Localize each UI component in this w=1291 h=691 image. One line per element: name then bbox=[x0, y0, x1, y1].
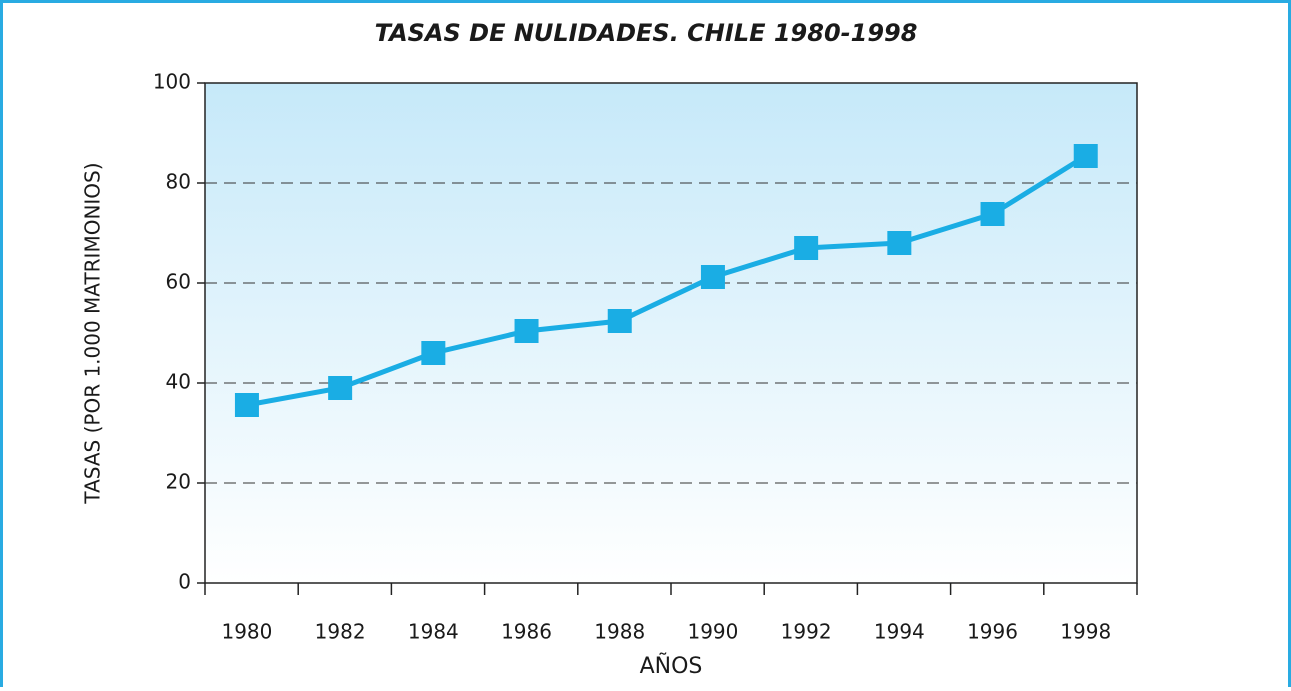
y-tick-label: 80 bbox=[166, 170, 191, 194]
y-tick-label: 0 bbox=[178, 570, 191, 594]
point-marker bbox=[700, 265, 725, 289]
chart-title: TASAS DE NULIDADES. CHILE 1980-1998 bbox=[375, 19, 918, 47]
point-marker bbox=[607, 309, 632, 333]
x-tick-label: 1996 bbox=[967, 620, 1018, 644]
y-tick-label: 100 bbox=[153, 70, 191, 94]
x-tick-label: 1980 bbox=[221, 620, 272, 644]
point-marker bbox=[794, 236, 819, 260]
x-tick-label: 1982 bbox=[315, 620, 366, 644]
x-tick-label: 1994 bbox=[874, 620, 925, 644]
plot-area bbox=[204, 82, 1138, 584]
point-marker bbox=[514, 319, 539, 343]
point-marker bbox=[234, 393, 259, 417]
point-marker bbox=[887, 231, 912, 255]
y-tick-label: 20 bbox=[166, 470, 191, 494]
point-marker bbox=[421, 341, 446, 365]
x-tick-label: 1984 bbox=[408, 620, 459, 644]
y-tick-label: 40 bbox=[166, 370, 191, 394]
point-marker bbox=[328, 376, 353, 400]
y-tick-label: 60 bbox=[166, 270, 191, 294]
x-tick-label: 1992 bbox=[781, 620, 832, 644]
x-axis-label: AÑOS bbox=[640, 652, 703, 679]
x-tick-label: 1990 bbox=[687, 620, 738, 644]
series-line bbox=[246, 153, 1088, 408]
point-marker bbox=[980, 202, 1005, 226]
x-tick-label: 1998 bbox=[1060, 620, 1111, 644]
y-axis-label: TASAS (POR 1.000 MATRIMONIOS) bbox=[81, 162, 105, 504]
point-marker bbox=[1073, 144, 1098, 168]
x-tick-label: 1986 bbox=[501, 620, 552, 644]
x-tick-label: 1988 bbox=[594, 620, 645, 644]
